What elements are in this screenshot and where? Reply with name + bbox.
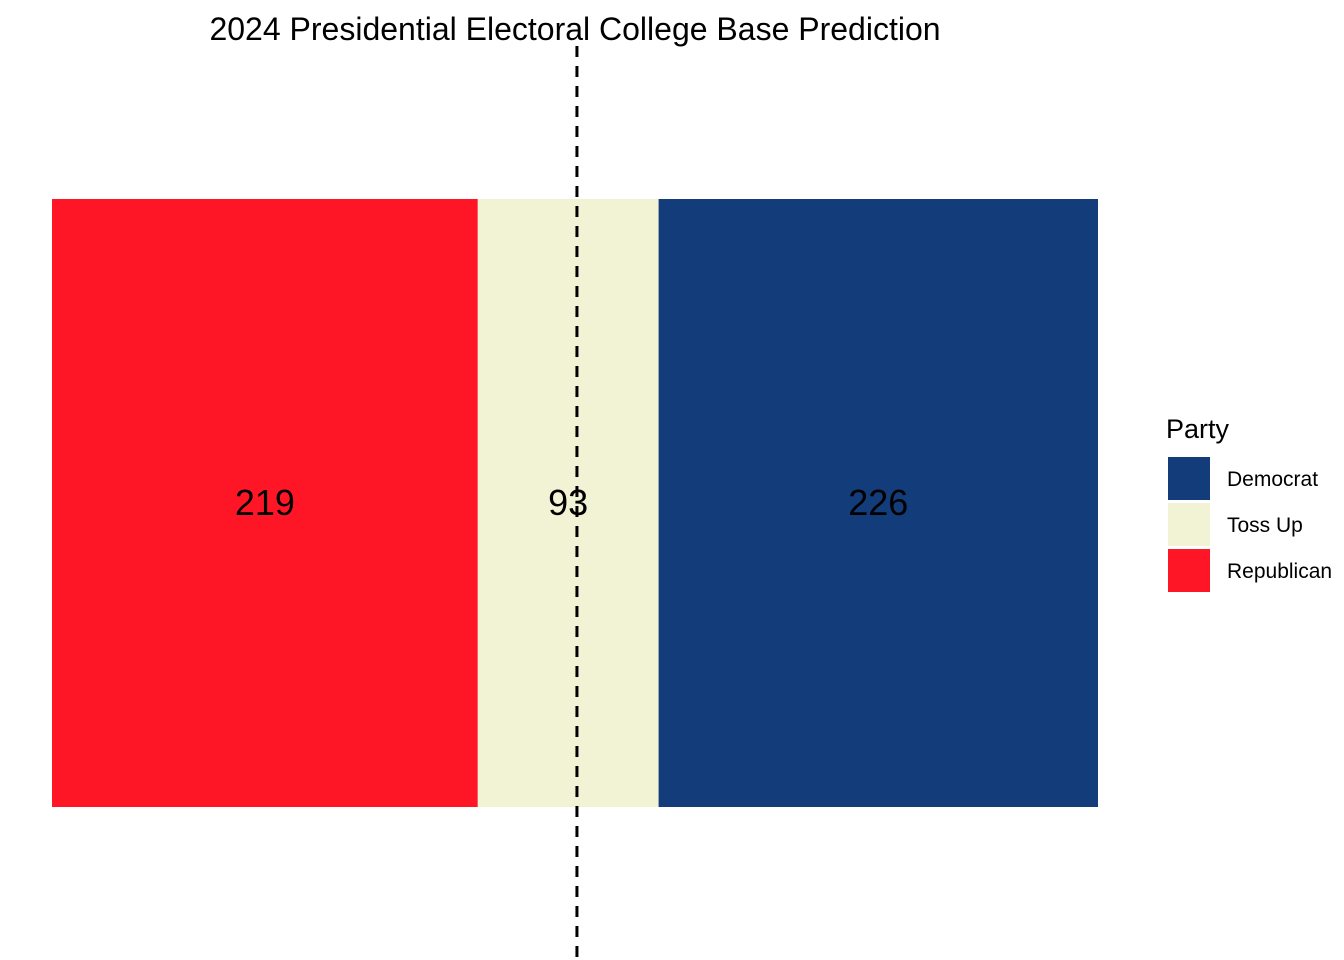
bar-segment-democrat xyxy=(658,199,1098,807)
legend-key-republican xyxy=(1168,549,1210,592)
legend: Party Democrat Toss Up Republican xyxy=(1166,414,1332,592)
bar-segment-republican xyxy=(52,199,478,807)
stacked-bar xyxy=(52,199,1098,807)
legend-key-toss-up xyxy=(1168,503,1210,546)
legend-label-democrat: Democrat xyxy=(1227,468,1318,491)
bar-label-toss-up: 93 xyxy=(548,482,588,523)
bar-label-republican: 219 xyxy=(235,482,295,523)
bar-value-labels: 219 93 226 xyxy=(235,482,908,523)
chart-title: 2024 Presidential Electoral College Base… xyxy=(209,11,940,47)
legend-items: Democrat Toss Up Republican xyxy=(1168,457,1332,592)
legend-label-toss-up: Toss Up xyxy=(1227,514,1303,537)
bar-label-democrat: 226 xyxy=(848,482,908,523)
legend-title: Party xyxy=(1166,414,1230,444)
bar-segment-toss-up xyxy=(477,199,659,807)
legend-key-democrat xyxy=(1168,457,1210,500)
legend-label-republican: Republican xyxy=(1227,560,1332,583)
